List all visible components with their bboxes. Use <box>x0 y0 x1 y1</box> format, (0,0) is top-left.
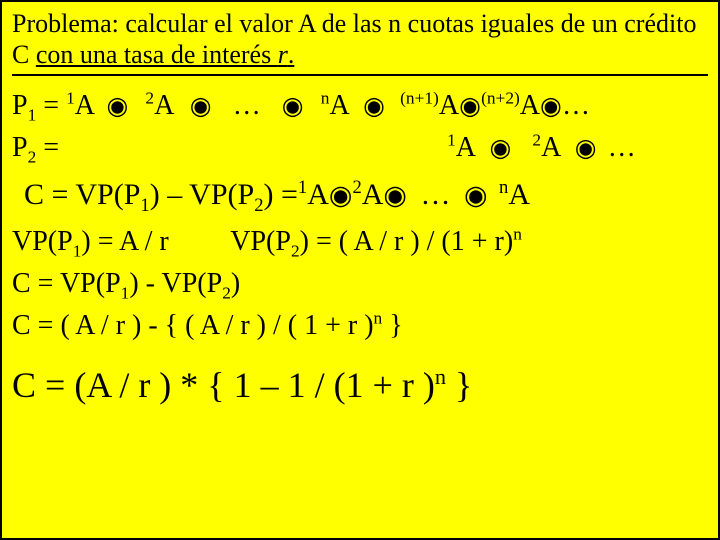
dot-icon: ◉ <box>383 180 407 211</box>
dot-icon: ◉ <box>540 91 562 121</box>
p1-ell2: … <box>562 90 590 121</box>
line-c: C = VP(P1) – VP(P2) =1A◉2A◉ … ◉ nA <box>12 178 708 212</box>
c-a1: A <box>307 178 329 211</box>
c-supn: n <box>499 177 508 198</box>
problem-title: Problema: calcular el valor A de las n c… <box>12 8 708 76</box>
p1-eq: = <box>36 90 66 121</box>
c4-t1: C = (A / r ) * { 1 – 1 / (1 + r ) <box>12 365 435 405</box>
dot-icon: ◉ <box>190 91 212 121</box>
title-text-2: con una tasa de interés <box>36 40 278 69</box>
c-a2: A <box>362 178 384 211</box>
p2-eq: = <box>36 132 59 163</box>
p1-sup2: 2 <box>145 89 154 108</box>
c-part1: C = VP(P <box>24 178 140 211</box>
p1-sub: 1 <box>28 106 37 125</box>
slide: Problema: calcular el valor A de las n c… <box>0 0 720 540</box>
line-p1: P1 = 1A ◉ 2A ◉ … ◉ nA ◉ (n+1)A◉(n+2)A◉… <box>12 90 708 122</box>
p1-ell1: … <box>233 90 261 121</box>
p1-a1: A <box>75 90 94 121</box>
dot-icon: ◉ <box>489 133 511 163</box>
c4-sup: n <box>435 364 446 389</box>
c3-sup: n <box>374 309 383 328</box>
p1-supn2: (n+2) <box>481 89 520 108</box>
dot-icon: ◉ <box>106 91 128 121</box>
p1-an2: A <box>520 90 540 121</box>
c-sup1: 1 <box>298 177 307 198</box>
vp2-b: ) = ( A / r ) / (1 + r) <box>300 226 514 257</box>
line-p2: P2 = 1A ◉ 2A ◉ … <box>12 132 708 164</box>
c-ell: … <box>420 178 450 211</box>
vp2-a: VP(P <box>230 226 291 257</box>
p1-a2: A <box>154 90 173 121</box>
line-c2: C = VP(P1) - VP(P2) <box>12 268 708 300</box>
dot-icon: ◉ <box>575 133 597 163</box>
c-sub2: 2 <box>254 195 263 216</box>
p1-sup1: 1 <box>66 89 75 108</box>
p2-a1: A <box>456 132 475 163</box>
c3-t1: C = ( A / r ) - { ( A / r ) / ( 1 + r ) <box>12 310 374 341</box>
dot-icon: ◉ <box>282 91 304 121</box>
c-an: A <box>508 178 530 211</box>
c4-t2: } <box>446 365 472 405</box>
c2-t3: ) <box>231 268 240 299</box>
title-text-r: r <box>278 40 288 69</box>
vp2-sub: 2 <box>291 242 300 261</box>
p2-sup2: 2 <box>532 131 541 150</box>
c2-t2: ) - VP(P <box>129 268 222 299</box>
title-period: . <box>288 40 295 69</box>
p1-an1: A <box>439 90 459 121</box>
dot-icon: ◉ <box>459 91 481 121</box>
vp1-b: ) = A / r <box>81 226 168 257</box>
c3-t2: } <box>382 310 402 341</box>
c2-t1: C = VP(P <box>12 268 121 299</box>
p2-ell: … <box>608 132 636 163</box>
p2-sub: 2 <box>28 148 37 167</box>
p2-a2: A <box>541 132 560 163</box>
p1-an: A <box>329 90 348 121</box>
dot-icon: ◉ <box>464 180 488 211</box>
dot-icon: ◉ <box>363 91 385 121</box>
c-part3: ) = <box>264 178 298 211</box>
c2-s2: 2 <box>222 284 231 303</box>
line-c3: C = ( A / r ) - { ( A / r ) / ( 1 + r )n… <box>12 310 708 342</box>
p2-lhs: P <box>12 132 28 163</box>
p2-sup1: 1 <box>447 131 456 150</box>
dot-icon: ◉ <box>329 180 353 211</box>
line-vp: VP(P1) = A / r VP(P2) = ( A / r ) / (1 +… <box>12 226 708 258</box>
p1-supn1: (n+1) <box>400 89 439 108</box>
vp1-a: VP(P <box>12 226 73 257</box>
c-part2: ) – VP(P <box>150 178 254 211</box>
c-sup2: 2 <box>352 177 361 198</box>
p1-lhs: P <box>12 90 28 121</box>
line-c4: C = (A / r ) * { 1 – 1 / (1 + r )n } <box>12 364 708 406</box>
vp2-sup: n <box>513 225 522 244</box>
c-sub1: 1 <box>140 195 149 216</box>
